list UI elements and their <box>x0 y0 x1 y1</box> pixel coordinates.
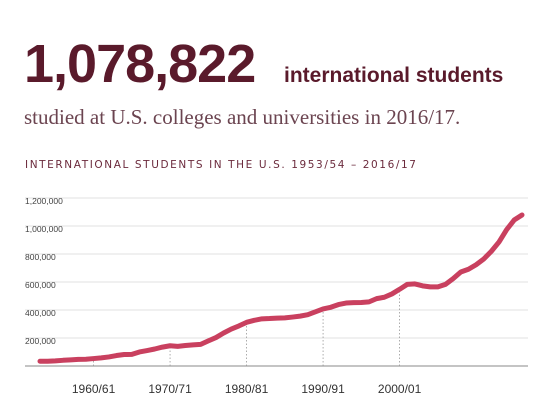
data-line <box>37 212 525 364</box>
y-tick-label: 400,000 <box>25 308 56 318</box>
headline-number: 1,078,822 <box>24 34 255 94</box>
y-tick-label: 1,200,000 <box>25 196 63 206</box>
y-tick-label: 800,000 <box>25 252 56 262</box>
x-tick-label: 1960/61 <box>72 382 116 396</box>
plot-area: 200,000 400,000 600,000 800,000 1,000,000 1,2… <box>25 196 528 396</box>
chart-title: INTERNATIONAL STUDENTS IN THE U.S. 1953/… <box>25 159 418 171</box>
y-tick-label: 1,000,000 <box>25 224 63 234</box>
x-tick-label: 1990/91 <box>301 382 345 396</box>
y-tick-label: 200,000 <box>25 336 56 346</box>
y-tick-label: 600,000 <box>25 280 56 290</box>
subtitle: studied at U.S. colleges and universitie… <box>24 105 460 129</box>
headline-unit: international students <box>284 64 503 87</box>
x-tick-label: 2000/01 <box>378 382 422 396</box>
x-tick-label: 1970/71 <box>148 382 192 396</box>
x-tick-label: 1980/81 <box>225 382 269 396</box>
